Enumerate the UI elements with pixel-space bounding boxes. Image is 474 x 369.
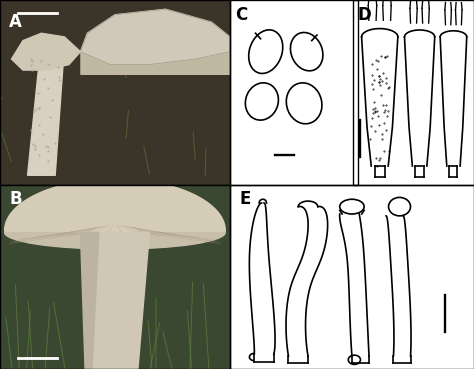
Polygon shape [11,33,81,70]
Text: A: A [9,13,22,31]
Polygon shape [0,184,230,369]
Polygon shape [81,232,99,369]
Text: C: C [235,6,247,24]
Text: B: B [9,190,22,208]
Polygon shape [81,232,149,369]
Polygon shape [0,0,230,184]
Ellipse shape [5,216,225,249]
Text: E: E [240,190,251,208]
Polygon shape [5,179,225,231]
Polygon shape [81,9,230,65]
Text: D: D [358,6,372,24]
Polygon shape [27,41,64,175]
